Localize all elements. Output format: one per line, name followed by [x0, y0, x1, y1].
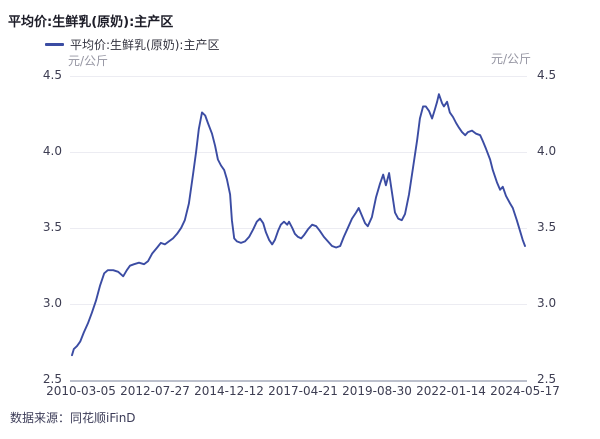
- price-line: [71, 93, 526, 357]
- x-tick-2024-05-17: 2024-05-17: [490, 384, 560, 398]
- y-tick-left-4.5: 4.5: [42, 68, 62, 82]
- y-tick-left-2.5: 2.5: [42, 371, 62, 386]
- x-tick-2012-07-27: 2012-07-27: [120, 384, 190, 398]
- gridline-2.5: [70, 379, 527, 382]
- plot-area: [70, 76, 527, 382]
- gridline-3.0: [70, 303, 527, 305]
- legend-line-icon: [45, 43, 64, 46]
- gridline-4.0: [70, 151, 527, 153]
- series-canvas: [71, 93, 526, 357]
- x-tick-2022-01-14: 2022-01-14: [416, 384, 486, 398]
- legend-item[interactable]: 平均价:生鲜乳(原奶):主产区: [45, 36, 219, 53]
- x-tick-2010-03-05: 2010-03-05: [46, 384, 116, 398]
- legend-label: 平均价:生鲜乳(原奶):主产区: [70, 38, 220, 52]
- data-source: 数据来源：同花顺iFinD: [10, 411, 136, 425]
- y-tick-right-4.0: 4.0: [537, 143, 557, 158]
- y-tick-right-3.0: 3.0: [537, 295, 557, 310]
- gridline-3.5: [70, 227, 527, 229]
- y-tick-right-4.5: 4.5: [537, 68, 557, 82]
- y-tick-right-3.5: 3.5: [537, 219, 557, 234]
- y-tick-left-3.0: 3.0: [42, 295, 62, 310]
- y-tick-left-3.5: 3.5: [42, 219, 62, 234]
- x-tick-2017-04-21: 2017-04-21: [268, 384, 338, 398]
- y-axis-unit-right: 元/公斤: [491, 52, 532, 66]
- y-tick-left-4.0: 4.0: [42, 143, 62, 158]
- chart-title: 平均价:生鲜乳(原奶):主产区: [8, 15, 174, 30]
- x-tick-2019-08-30: 2019-08-30: [342, 384, 412, 398]
- y-tick-right-2.5: 2.5: [537, 371, 557, 386]
- y-axis-unit-left: 元/公斤: [68, 54, 109, 68]
- gridline-4.5: [70, 76, 527, 77]
- x-tick-2014-12-12: 2014-12-12: [194, 384, 264, 398]
